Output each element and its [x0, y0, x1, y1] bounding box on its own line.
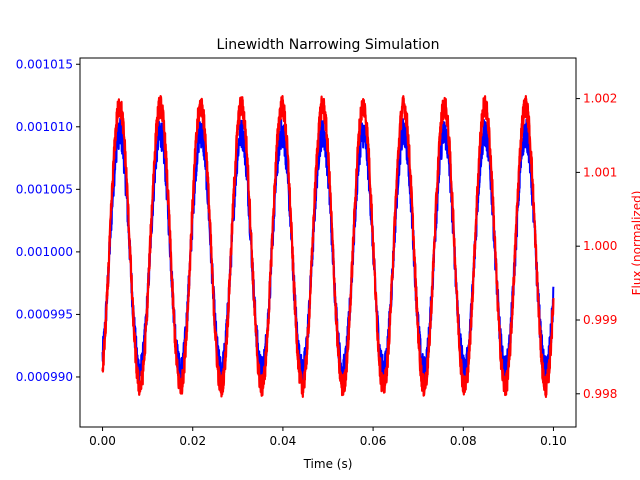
plot-frame: [79, 57, 577, 428]
plot-lines: [101, 94, 555, 399]
y-left-tick-label: 0.001015: [16, 57, 73, 71]
y-left-tick-label: 0.001005: [16, 182, 73, 196]
y-right-axis-label: Flux (normalized): [630, 191, 640, 296]
x-tick-label: 0.04: [270, 434, 297, 448]
x-tick-label: 0.06: [360, 434, 387, 448]
chart-title: Linewidth Narrowing Simulation: [217, 37, 440, 53]
x-axis: 0.00 0.02 0.04 0.06 0.08 0.10: [89, 427, 567, 448]
x-tick-label: 0.10: [540, 434, 567, 448]
y-right-tick-label: 1.000: [583, 239, 617, 253]
y-right-axis: 0.998 0.999 1.000 1.001 1.002: [576, 92, 617, 401]
y-left-tick-label: 0.001010: [16, 120, 73, 134]
x-axis-label: Time (s): [303, 457, 353, 471]
y-left-tick-label: 0.001000: [16, 245, 73, 259]
series-line-right: [101, 94, 555, 399]
y-right-tick-label: 1.001: [583, 165, 617, 179]
y-left-axis: 0.000990 0.000995 0.001000 0.001005 0.001010…: [16, 57, 80, 384]
y-left-tick-label: 0.000990: [16, 370, 73, 384]
x-tick-label: 0.02: [179, 434, 206, 448]
x-tick-label: 0.08: [450, 434, 477, 448]
x-tick-label: 0.00: [89, 434, 116, 448]
y-right-tick-label: 1.002: [583, 92, 617, 106]
y-right-tick-label: 0.999: [583, 313, 617, 327]
y-right-tick-label: 0.998: [583, 387, 617, 401]
y-left-tick-label: 0.000995: [16, 307, 73, 321]
